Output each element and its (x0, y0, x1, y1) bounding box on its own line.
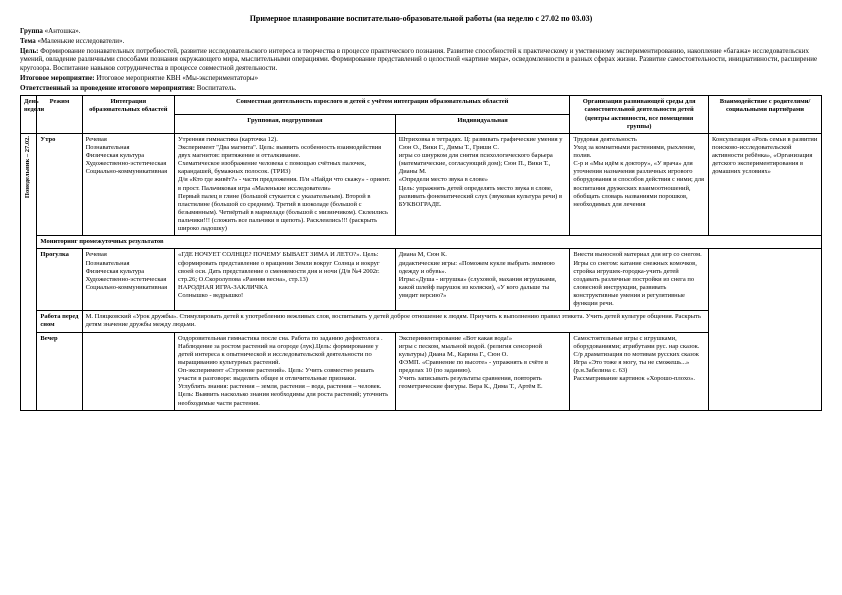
cell-org-evening: Самостоятельные игры с игрушками, оборуд… (570, 332, 709, 410)
theme-line: Тема «Маленькие исследователи». (20, 37, 822, 46)
cell-par-morning: Консультация «Роль семьи в развитии поис… (708, 133, 821, 236)
cell-regime-sleep: Работа перед сном (37, 311, 82, 332)
header-row-1: День недели Режим Интеграция образовател… (21, 96, 822, 115)
cell-ind-evening: Экспериментирование «Вот какая вода!» иг… (395, 332, 570, 410)
cell-regime-evening: Вечер (37, 332, 82, 410)
cell-grp-evening: Оздоровительная гимнастика после сна. Ра… (175, 332, 396, 410)
th-org: Организация развивающей среды для самост… (570, 96, 709, 134)
cell-regime-morning: Утро (37, 133, 82, 236)
cell-grp-morning: Утренняя гимнастика (карточка 12). Экспе… (175, 133, 396, 236)
planning-table: День недели Режим Интеграция образовател… (20, 95, 822, 410)
goal-line: Цель: Формирование познавательных потреб… (20, 47, 822, 73)
cell-int-morning: Речевая Познавательная Физическая культу… (82, 133, 174, 236)
row-walk: Прогулка Речевая Познавательная Физическ… (21, 249, 822, 311)
cell-sleep-text: М. Пляцковский «Урок дружбы». Стимулиров… (82, 311, 708, 332)
row-before-sleep: Работа перед сном М. Пляцковский «Урок д… (21, 311, 822, 332)
th-individual: Индивидуальная (395, 115, 570, 134)
th-integration: Интеграция образовательных областей (82, 96, 174, 134)
cell-regime-walk: Прогулка (37, 249, 82, 311)
row-monitoring: Мониторинг промежуточных результатов (21, 236, 822, 249)
th-regime: Режим (37, 96, 82, 134)
cell-day: Понедельник – 27.02. (21, 133, 37, 410)
cell-int-walk: Речевая Познавательная Физическая культу… (82, 249, 174, 311)
row-evening: Вечер Оздоровительная гимнастика после с… (21, 332, 822, 410)
cell-ind-walk: Диана М, Сюн К. дидактические игры: «Пом… (395, 249, 570, 311)
th-group: Групповая, подгрупповая (175, 115, 396, 134)
cell-org-morning: Трудовая деятельность Уход за комнатными… (570, 133, 709, 236)
row-morning: Понедельник – 27.02. Утро Речевая Познав… (21, 133, 822, 236)
cell-par-walk (708, 249, 821, 410)
group-line: Группа «Антошка». (20, 27, 822, 36)
cell-org-walk: Внести выносной материал для игр со снег… (570, 249, 709, 311)
cell-monitoring: Мониторинг промежуточных результатов (37, 236, 822, 249)
resp-line: Ответственный за проведение итогового ме… (20, 84, 822, 93)
event-line: Итоговое мероприятие: Итоговое мероприят… (20, 74, 822, 83)
th-day: День недели (21, 96, 37, 134)
cell-grp-walk: «ГДЕ НОЧУЕТ СОЛНЦЕ? ПОЧЕМУ БЫВАЕТ ЗИМА И… (175, 249, 396, 311)
cell-int-evening (82, 332, 174, 410)
th-joint: Совместная деятельность взрослого и дете… (175, 96, 570, 115)
th-parents: Взаимодействие с родителями/ социальными… (708, 96, 821, 134)
cell-ind-morning: Штриховка в тетрадях. Ц: развивать графи… (395, 133, 570, 236)
doc-title: Примерное планирование воспитательно-обр… (20, 14, 822, 23)
